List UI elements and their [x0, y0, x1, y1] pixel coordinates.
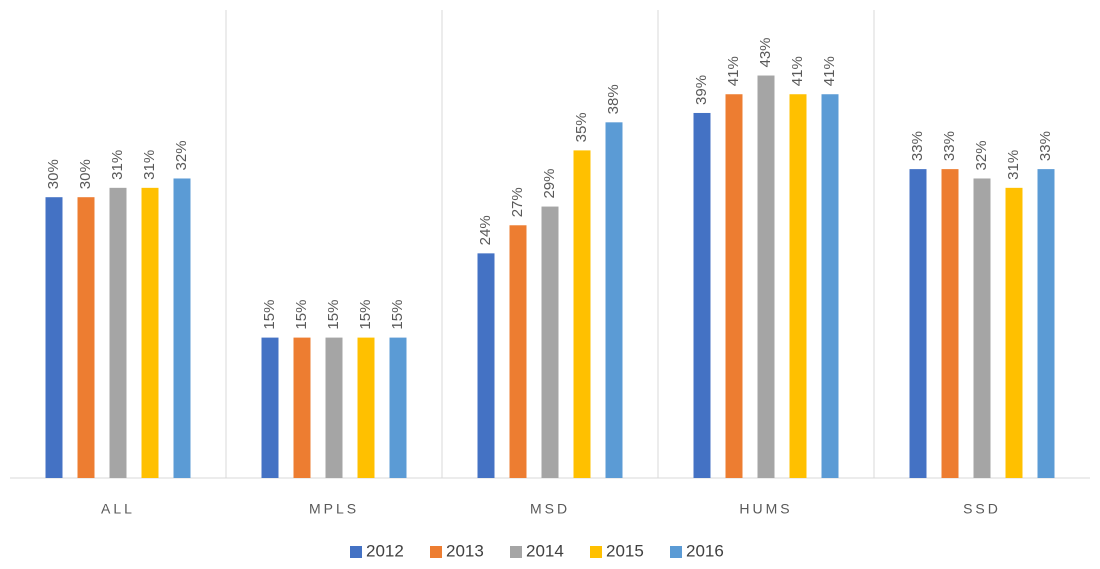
bar: [141, 187, 159, 478]
bar: [109, 187, 127, 478]
bar: [605, 122, 623, 478]
bar: [909, 169, 927, 478]
bar: [45, 197, 63, 478]
legend-swatch: [670, 546, 682, 558]
legend-label: 2016: [686, 541, 724, 560]
bar: [789, 94, 807, 479]
legend-swatch: [510, 546, 522, 558]
data-label: 33%: [941, 131, 958, 161]
bar: [477, 253, 495, 478]
data-label: 35%: [573, 112, 590, 142]
bar: [77, 197, 95, 478]
x-tick-label: SSD: [963, 501, 1001, 517]
bar: [693, 112, 711, 479]
data-label: 43%: [757, 37, 774, 67]
bar: [509, 225, 527, 478]
data-label: 15%: [357, 300, 374, 330]
legend-swatch: [350, 546, 362, 558]
x-tick-label: MPLS: [309, 501, 359, 517]
bar: [1037, 169, 1055, 478]
bar: [357, 337, 375, 478]
data-label: 15%: [389, 300, 406, 330]
x-tick-label: HUMS: [739, 501, 792, 517]
data-label: 30%: [77, 159, 94, 189]
data-label: 38%: [605, 84, 622, 114]
legend-label: 2015: [606, 541, 644, 560]
bar: [941, 169, 959, 478]
bar: [973, 178, 991, 479]
data-label: 30%: [45, 159, 62, 189]
bar: [757, 75, 775, 479]
legend-swatch: [430, 546, 442, 558]
bar: [173, 178, 191, 479]
legend-swatch: [590, 546, 602, 558]
data-label: 15%: [293, 300, 310, 330]
data-label: 33%: [1037, 131, 1054, 161]
bar: [573, 150, 591, 478]
bar: [1005, 187, 1023, 478]
legend-label: 2012: [366, 541, 404, 560]
data-label: 24%: [477, 215, 494, 245]
bar: [261, 337, 279, 478]
data-label: 29%: [541, 169, 558, 199]
x-tick-label: ALL: [101, 501, 135, 517]
legend-label: 2014: [526, 541, 564, 560]
bar: [725, 94, 743, 479]
data-label: 39%: [693, 75, 710, 105]
data-label: 31%: [1005, 150, 1022, 180]
data-label: 32%: [973, 140, 990, 170]
x-tick-label: MSD: [530, 501, 570, 517]
data-label: 32%: [173, 140, 190, 170]
data-label: 31%: [141, 150, 158, 180]
bar: [389, 337, 407, 478]
data-label: 33%: [909, 131, 926, 161]
bar: [821, 94, 839, 479]
bar: [325, 337, 343, 478]
data-label: 15%: [325, 300, 342, 330]
bar: [293, 337, 311, 478]
data-label: 27%: [509, 187, 526, 217]
data-label: 41%: [789, 56, 806, 86]
data-label: 31%: [109, 150, 126, 180]
data-label: 15%: [261, 300, 278, 330]
legend-label: 2013: [446, 541, 484, 560]
bar: [541, 206, 559, 478]
data-label: 41%: [821, 56, 838, 86]
data-label: 41%: [725, 56, 742, 86]
